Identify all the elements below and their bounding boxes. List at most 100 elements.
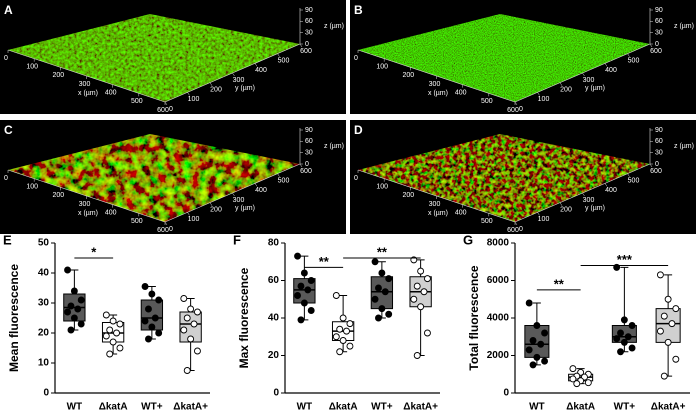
data-point <box>109 338 117 346</box>
data-point <box>297 316 305 324</box>
y-tick <box>299 43 303 48</box>
z-tick-label: 0 <box>305 41 309 48</box>
y-tick <box>537 212 540 216</box>
x-tick-label: WT+ <box>371 402 393 413</box>
data-point <box>417 267 425 275</box>
z-axis-label: z (µm) <box>674 23 694 30</box>
box <box>655 308 681 343</box>
data-point <box>668 320 676 328</box>
y-tick <box>254 183 258 187</box>
panel-letter: C <box>4 123 13 137</box>
z-tick-label: 60 <box>305 18 313 25</box>
data-point <box>628 344 636 352</box>
x-axis-label: x (µm) <box>428 90 448 97</box>
data-point <box>116 320 124 328</box>
data-point <box>423 275 431 283</box>
data-point <box>525 299 533 307</box>
x-tick-label: 0 <box>354 175 358 182</box>
y-axis-label: y (µm) <box>585 85 605 92</box>
y-tick-label: 8000 <box>487 238 510 249</box>
data-point <box>294 292 302 299</box>
significance-label: ** <box>554 276 565 291</box>
x-tick-label: 500 <box>131 98 143 105</box>
y-tick-label: 100 <box>538 216 550 223</box>
y-tick-label: 80 <box>268 238 280 249</box>
z-tick-label: 60 <box>655 138 663 145</box>
data-point <box>332 292 340 299</box>
y-tick <box>164 101 168 106</box>
y-tick <box>514 101 518 106</box>
y-tick <box>582 72 585 77</box>
z-tick-label: 90 <box>655 7 663 14</box>
data-point <box>304 286 312 294</box>
y-tick <box>582 192 585 197</box>
data-point <box>74 305 82 313</box>
y-tick <box>649 163 653 168</box>
data-point <box>620 338 628 346</box>
data-point <box>529 361 537 369</box>
data-point <box>297 282 305 290</box>
data-point <box>413 352 421 359</box>
y-tick-label: 100 <box>188 96 200 103</box>
y-tick <box>187 92 190 96</box>
z-tick-label: 60 <box>655 18 663 25</box>
x-tick-label: 600 <box>507 107 519 114</box>
data-point <box>664 338 672 346</box>
data-point <box>339 314 347 322</box>
biofilm-surface <box>358 134 650 222</box>
y-tick-label: 40 <box>268 313 280 324</box>
data-point <box>375 314 382 322</box>
x-axis-label: x (µm) <box>78 90 98 97</box>
y-tick-label: 40 <box>38 268 50 279</box>
y-tick-label: 20 <box>268 350 280 361</box>
data-point <box>541 329 549 337</box>
data-point <box>67 326 75 334</box>
x-tick-label: 600 <box>157 107 169 114</box>
data-point <box>307 277 315 284</box>
data-point <box>656 327 664 335</box>
data-point <box>410 295 418 303</box>
y-axis-label: Mean fluorescence <box>7 264 21 372</box>
y-tick-label: 0 <box>273 388 279 399</box>
y-tick <box>649 43 653 48</box>
data-point <box>336 348 344 356</box>
x-axis-label: x (µm) <box>428 210 448 217</box>
x-tick-label: 200 <box>52 72 64 79</box>
data-point <box>116 344 124 352</box>
data-point <box>385 275 393 283</box>
y-tick <box>514 221 518 226</box>
x-tick-label: 0 <box>4 175 8 182</box>
data-point <box>624 333 632 341</box>
data-point <box>67 302 75 310</box>
x-tick-label: ΔkatA <box>329 402 358 413</box>
y-tick-label: 60 <box>268 275 280 286</box>
x-tick-label: 100 <box>376 64 388 71</box>
y-tick-label: 0 <box>169 106 173 113</box>
data-point <box>375 284 382 292</box>
data-point <box>77 320 85 328</box>
biofilm-surface <box>8 14 300 102</box>
x-axis-label: x (µm) <box>78 210 98 217</box>
z-tick-label: 30 <box>655 30 663 37</box>
data-point <box>529 337 537 344</box>
z-tick-label: 30 <box>305 150 313 157</box>
data-point <box>294 252 302 260</box>
data-point <box>102 332 110 340</box>
data-point <box>190 320 198 328</box>
data-point <box>183 314 191 322</box>
significance-label: ** <box>319 254 330 269</box>
panel-letter: E <box>3 232 12 247</box>
y-tick-label: 0 <box>519 106 523 113</box>
data-point <box>413 282 421 290</box>
data-point <box>187 335 195 343</box>
y-tick <box>299 163 303 168</box>
x-tick-label: 400 <box>105 210 117 217</box>
x-tick-label: WT <box>529 402 545 413</box>
y-tick <box>232 192 235 197</box>
y-tick <box>187 212 190 216</box>
y-axis-label: y (µm) <box>235 85 255 92</box>
x-tick-label: 0 <box>4 55 8 62</box>
data-point <box>307 307 315 314</box>
